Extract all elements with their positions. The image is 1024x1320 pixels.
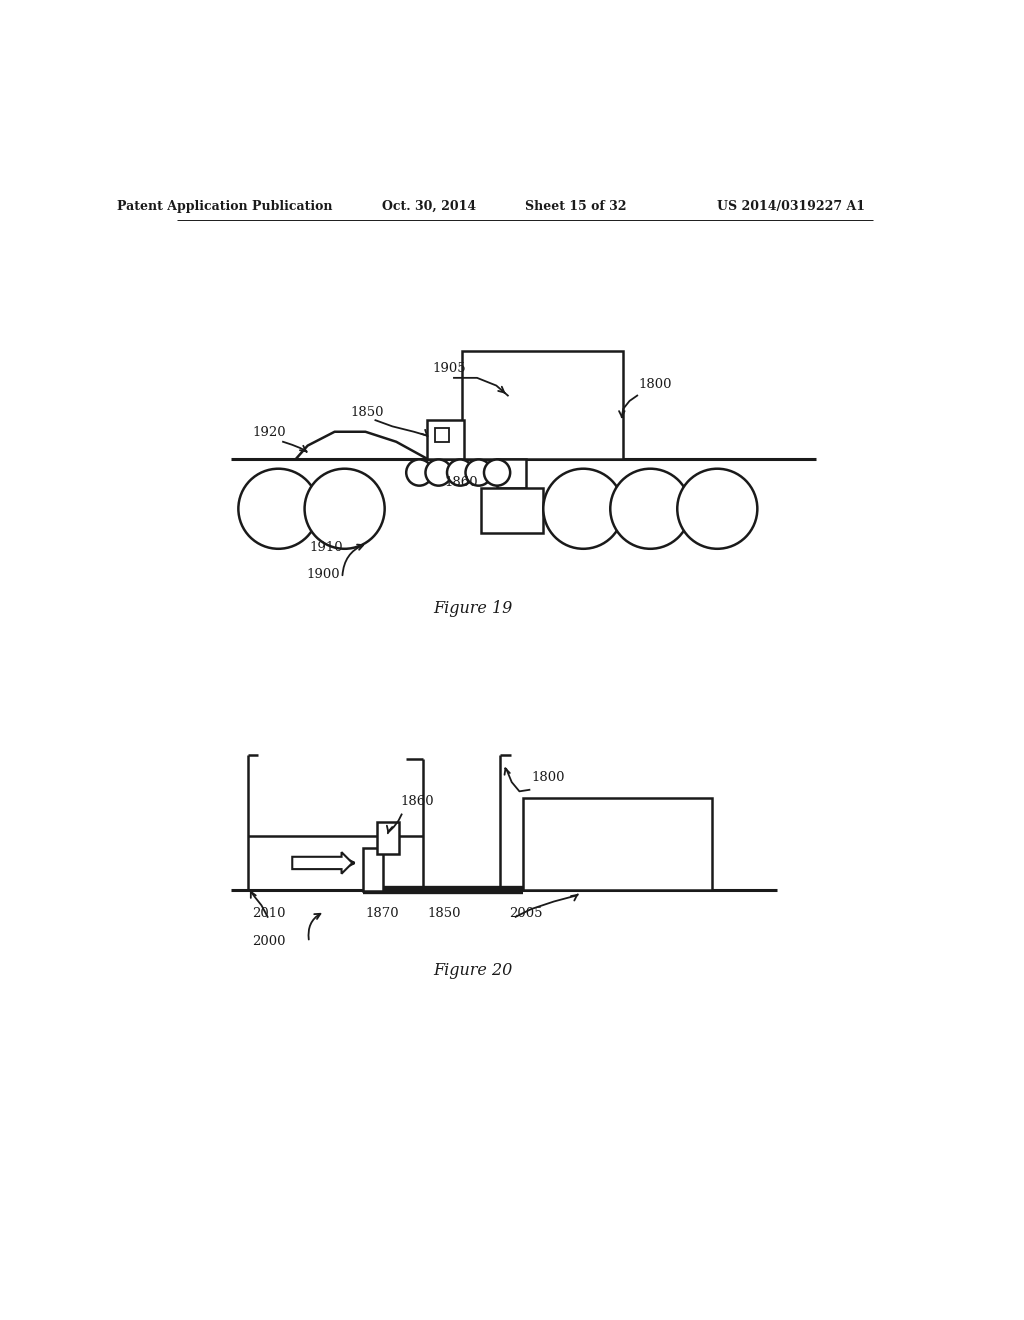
Text: Sheet 15 of 32: Sheet 15 of 32	[525, 199, 627, 213]
Text: 1900: 1900	[306, 568, 340, 581]
Text: 2010: 2010	[252, 907, 286, 920]
Text: Oct. 30, 2014: Oct. 30, 2014	[382, 199, 476, 213]
Circle shape	[677, 469, 758, 549]
Text: 1920: 1920	[252, 425, 286, 438]
Text: 2000: 2000	[252, 936, 286, 948]
Circle shape	[484, 459, 510, 486]
Bar	[377, 822, 398, 854]
Bar	[427, 420, 464, 459]
Text: 1870: 1870	[366, 907, 399, 920]
FancyArrow shape	[292, 853, 352, 874]
Text: 1850: 1850	[427, 907, 461, 920]
Bar	[481, 488, 543, 532]
Text: 1800: 1800	[531, 771, 564, 784]
Circle shape	[447, 459, 473, 486]
Bar	[523, 797, 712, 890]
Bar	[364, 847, 383, 891]
Text: US 2014/0319227 A1: US 2014/0319227 A1	[717, 199, 865, 213]
Text: 1850: 1850	[350, 407, 384, 420]
Circle shape	[544, 469, 624, 549]
Text: 1860: 1860	[400, 795, 434, 808]
Text: 1910: 1910	[309, 541, 343, 554]
Bar	[497, 459, 526, 488]
Circle shape	[466, 459, 492, 486]
Text: Figure 20: Figure 20	[433, 961, 513, 978]
Bar	[462, 351, 624, 459]
Text: 2005: 2005	[509, 907, 543, 920]
Text: 1800: 1800	[639, 378, 673, 391]
Circle shape	[425, 459, 452, 486]
Bar	[435, 428, 449, 442]
Text: Patent Application Publication: Patent Application Publication	[117, 199, 332, 213]
Text: Figure 19: Figure 19	[433, 599, 513, 616]
Circle shape	[610, 469, 690, 549]
Circle shape	[407, 459, 432, 486]
Circle shape	[239, 469, 318, 549]
Circle shape	[304, 469, 385, 549]
Text: 1860: 1860	[444, 477, 478, 490]
Text: 1905: 1905	[432, 363, 466, 375]
